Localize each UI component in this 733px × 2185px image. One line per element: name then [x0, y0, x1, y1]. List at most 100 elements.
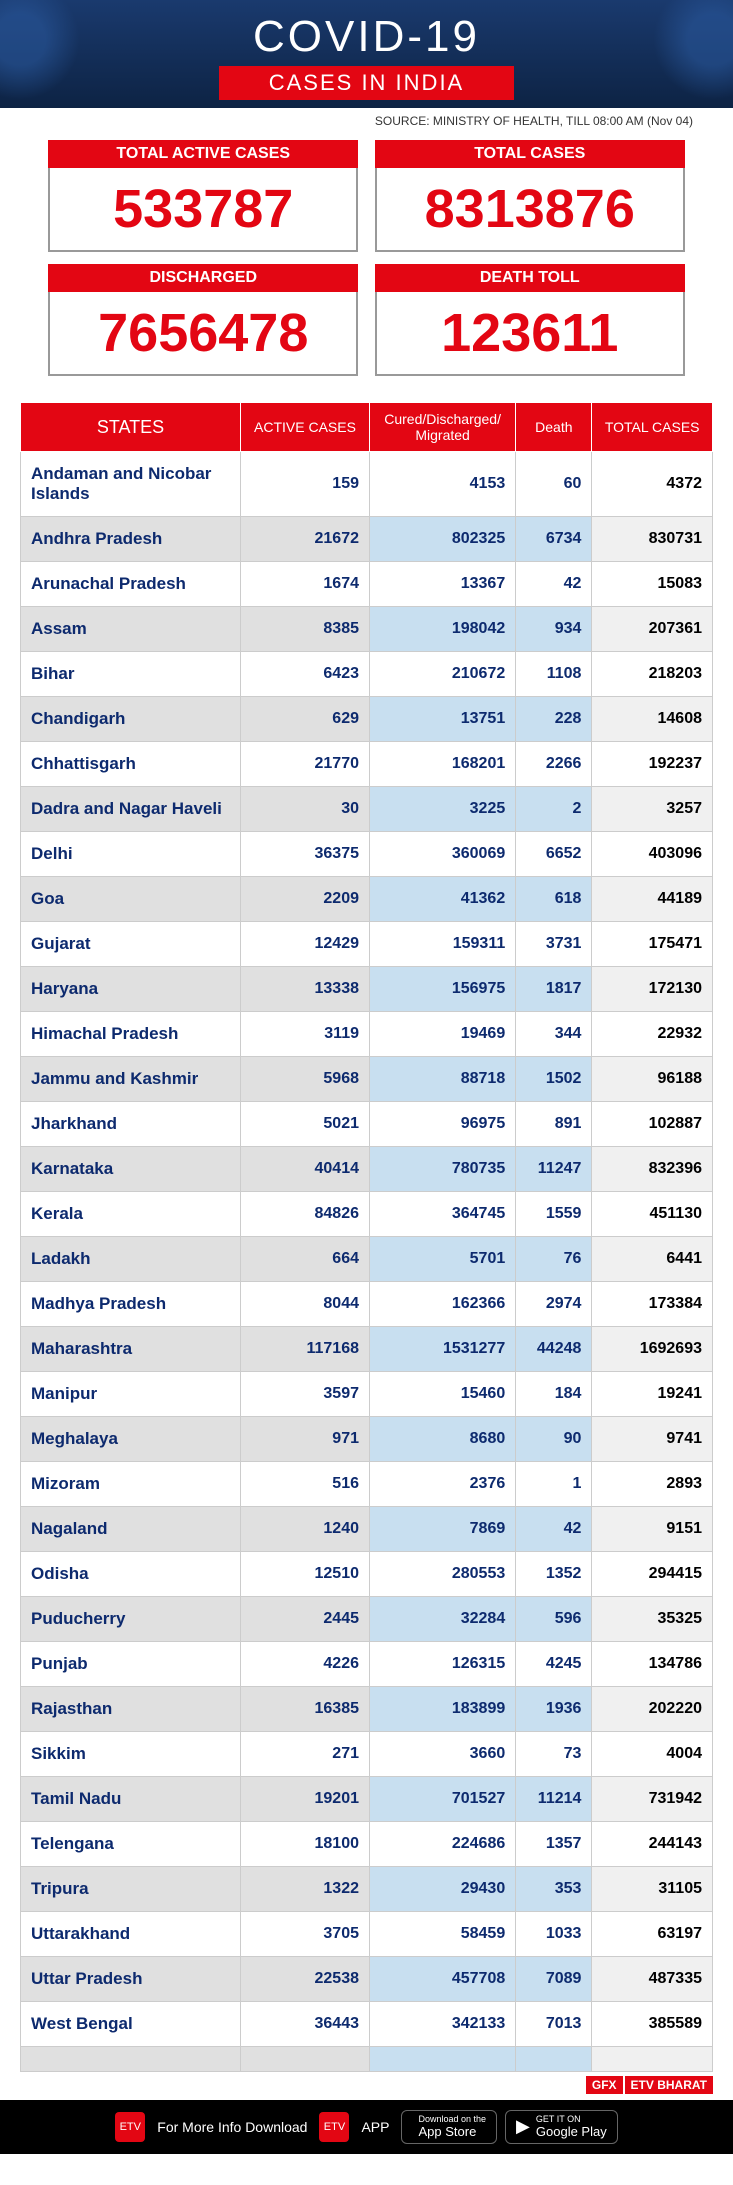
table-cell: 156975: [370, 967, 516, 1012]
table-cell: 3119: [241, 1012, 370, 1057]
table-row: Andaman and Nicobar Islands1594153604372: [21, 452, 713, 517]
table-cell: 40414: [241, 1147, 370, 1192]
table-cell: 7013: [516, 2002, 592, 2047]
table-cell: 44189: [592, 877, 713, 922]
table-cell: West Bengal: [21, 2002, 241, 2047]
table-cell: 2: [516, 787, 592, 832]
store-big: App Store: [418, 2125, 486, 2139]
table-cell: 198042: [370, 607, 516, 652]
table-cell: 1674: [241, 562, 370, 607]
table-cell: 1108: [516, 652, 592, 697]
table-cell: 618: [516, 877, 592, 922]
table-cell: 29430: [370, 1867, 516, 1912]
table-row: Jharkhand502196975891102887: [21, 1102, 713, 1147]
table-row: Dadra and Nagar Haveli30322523257: [21, 787, 713, 832]
table-cell: 172130: [592, 967, 713, 1012]
table-cell: 9741: [592, 1417, 713, 1462]
table-cell: 12510: [241, 1552, 370, 1597]
store-badge[interactable]: ▶GET IT ONGoogle Play: [505, 2110, 618, 2144]
table-cell: 16385: [241, 1687, 370, 1732]
table-cell: 36375: [241, 832, 370, 877]
table-cell: 731942: [592, 1777, 713, 1822]
table-cell: 891: [516, 1102, 592, 1147]
stat-box: DISCHARGED7656478: [48, 264, 358, 376]
stats-grid: TOTAL ACTIVE CASES533787TOTAL CASES83138…: [0, 134, 733, 382]
table-cell: Puducherry: [21, 1597, 241, 1642]
table-cell: 1: [516, 1462, 592, 1507]
table-cell: 11214: [516, 1777, 592, 1822]
table-row: Ladakh6645701766441: [21, 1237, 713, 1282]
gfx-tag: ETV BHARAT: [625, 2076, 713, 2094]
table-row: Madhya Pradesh80441623662974173384: [21, 1282, 713, 1327]
table-cell: 934: [516, 607, 592, 652]
gfx-credit: GFXETV BHARAT: [0, 2072, 733, 2094]
table-cell: Telengana: [21, 1822, 241, 1867]
table-cell: 3705: [241, 1912, 370, 1957]
table-cell: [516, 2047, 592, 2072]
table-cell: 1531277: [370, 1327, 516, 1372]
table-cell: 168201: [370, 742, 516, 787]
table-cell: 134786: [592, 1642, 713, 1687]
table-cell: 36443: [241, 2002, 370, 2047]
table-cell: 1692693: [592, 1327, 713, 1372]
table-cell: Himachal Pradesh: [21, 1012, 241, 1057]
table-cell: 18100: [241, 1822, 370, 1867]
table-row: West Bengal364433421337013385589: [21, 2002, 713, 2047]
table-cell: 12429: [241, 922, 370, 967]
stat-box: TOTAL ACTIVE CASES533787: [48, 140, 358, 252]
table-cell: 15083: [592, 562, 713, 607]
table-cell: 3731: [516, 922, 592, 967]
table-cell: 353: [516, 1867, 592, 1912]
table-cell: 1817: [516, 967, 592, 1012]
table-row: Rajasthan163851838991936202220: [21, 1687, 713, 1732]
table-cell: 1240: [241, 1507, 370, 1552]
table-cell: [21, 2047, 241, 2072]
table-row: Haryana133381569751817172130: [21, 967, 713, 1012]
store-small: GET IT ON: [536, 2114, 581, 2124]
table-row: Nagaland12407869429151: [21, 1507, 713, 1552]
table-cell: 207361: [592, 607, 713, 652]
table-cell: 21770: [241, 742, 370, 787]
table-cell: 1357: [516, 1822, 592, 1867]
table-cell: 344: [516, 1012, 592, 1057]
table-row: Tamil Nadu1920170152711214731942: [21, 1777, 713, 1822]
states-table: STATESACTIVE CASESCured/Discharged/Migra…: [20, 402, 713, 2072]
table-cell: 830731: [592, 517, 713, 562]
table-cell: 5968: [241, 1057, 370, 1102]
stat-value: 533787: [50, 168, 356, 250]
table-cell: 218203: [592, 652, 713, 697]
table-cell: 8044: [241, 1282, 370, 1327]
table-cell: Bihar: [21, 652, 241, 697]
table-cell: 1559: [516, 1192, 592, 1237]
column-header: Cured/Discharged/Migrated: [370, 403, 516, 452]
table-cell: 4004: [592, 1732, 713, 1777]
table-cell: 159311: [370, 922, 516, 967]
table-cell: 1502: [516, 1057, 592, 1102]
table-cell: 4372: [592, 452, 713, 517]
table-cell: 202220: [592, 1687, 713, 1732]
table-row: Karnataka4041478073511247832396: [21, 1147, 713, 1192]
table-cell: 8385: [241, 607, 370, 652]
table-row: Chhattisgarh217701682012266192237: [21, 742, 713, 787]
table-cell: Madhya Pradesh: [21, 1282, 241, 1327]
table-cell: 1352: [516, 1552, 592, 1597]
store-badge[interactable]: Download on theApp Store: [401, 2110, 497, 2144]
table-row: Himachal Pradesh31191946934422932: [21, 1012, 713, 1057]
table-cell: 3660: [370, 1732, 516, 1777]
table-cell: 2974: [516, 1282, 592, 1327]
table-cell: 228: [516, 697, 592, 742]
table-cell: 76: [516, 1237, 592, 1282]
table-cell: 22932: [592, 1012, 713, 1057]
table-cell: 102887: [592, 1102, 713, 1147]
table-cell: 2893: [592, 1462, 713, 1507]
table-cell: 487335: [592, 1957, 713, 2002]
table-row: Maharashtra1171681531277442481692693: [21, 1327, 713, 1372]
table-cell: 126315: [370, 1642, 516, 1687]
table-cell: 8680: [370, 1417, 516, 1462]
table-cell: 2376: [370, 1462, 516, 1507]
table-cell: 271: [241, 1732, 370, 1777]
table-cell: 210672: [370, 652, 516, 697]
stat-value: 8313876: [377, 168, 683, 250]
table-cell: [592, 2047, 713, 2072]
table-cell: Dadra and Nagar Haveli: [21, 787, 241, 832]
